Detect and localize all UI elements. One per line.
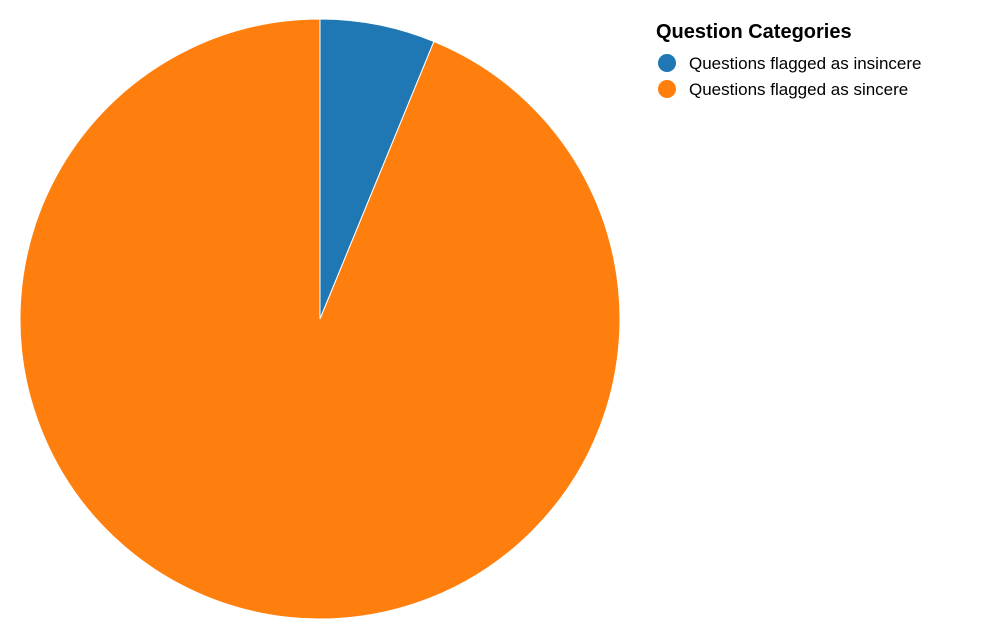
legend-label-0: Questions flagged as insincere — [689, 54, 921, 73]
legend-swatch-1 — [658, 80, 676, 98]
pie-slice-0 — [319, 18, 435, 320]
legend-items: Questions flagged as insincere Questions … — [658, 54, 921, 99]
pie-slices — [19, 18, 621, 620]
pie-slice-1 — [19, 18, 621, 620]
legend: Question Categories Questions flagged as… — [656, 21, 921, 99]
legend-title: Question Categories — [656, 21, 852, 43]
legend-swatch-0 — [658, 54, 676, 72]
legend-label-1: Questions flagged as sincere — [689, 80, 908, 99]
